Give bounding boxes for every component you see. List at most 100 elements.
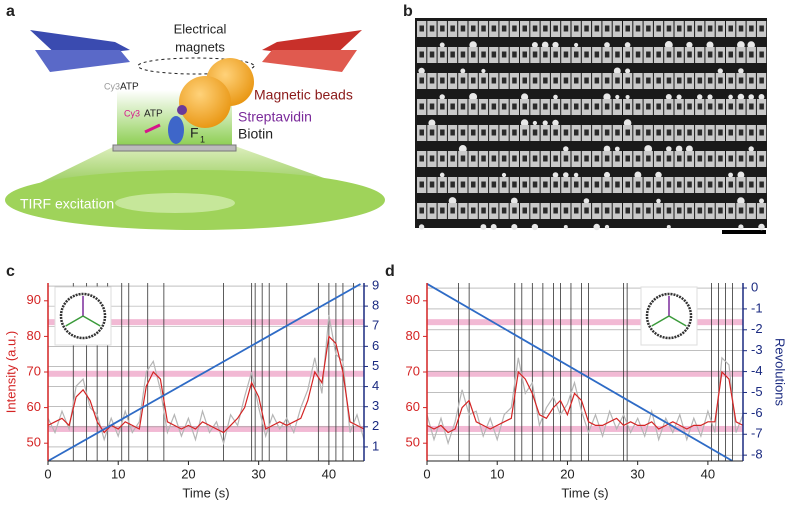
spot [520, 119, 529, 127]
x-tick-label: 0 [44, 466, 51, 481]
spot [758, 223, 765, 231]
well [429, 77, 435, 84]
well [419, 155, 424, 162]
well [625, 51, 630, 58]
spot [623, 119, 632, 127]
well [594, 129, 600, 136]
well [501, 51, 507, 58]
well [481, 155, 486, 162]
y-tick-label: 80 [27, 328, 41, 343]
well [543, 155, 548, 162]
well [707, 25, 713, 32]
well [646, 51, 651, 58]
spot [706, 41, 714, 49]
well [749, 129, 754, 136]
well [419, 207, 424, 214]
well [687, 155, 692, 162]
y2-tick-label: -5 [751, 384, 763, 399]
well [450, 77, 455, 84]
well [635, 155, 641, 162]
spot [737, 93, 745, 101]
well [625, 129, 630, 136]
spot [665, 94, 672, 100]
well [481, 77, 486, 84]
spot [439, 94, 445, 100]
scale-bar [722, 230, 766, 234]
well [604, 51, 610, 58]
well [471, 129, 476, 136]
well [697, 103, 703, 110]
well [491, 129, 497, 136]
well [471, 25, 476, 32]
well [501, 103, 507, 110]
well [460, 155, 466, 162]
spot [707, 94, 713, 100]
spot [644, 145, 653, 153]
y-tick-label: 70 [406, 363, 420, 378]
well [646, 103, 651, 110]
label: Cy3 [124, 108, 140, 118]
spot [747, 41, 755, 49]
well [512, 77, 517, 84]
band [48, 370, 364, 377]
spot [603, 93, 611, 101]
well [543, 207, 548, 214]
well [707, 77, 713, 84]
y2-tick-label: -1 [751, 300, 763, 315]
well [594, 207, 600, 214]
well [615, 103, 620, 110]
well [666, 207, 672, 214]
well [512, 207, 517, 214]
well [429, 207, 435, 214]
well [677, 77, 682, 84]
well [687, 181, 692, 188]
well [522, 181, 527, 188]
well [666, 181, 672, 188]
well [481, 51, 486, 58]
well [460, 51, 466, 58]
label: Cy3 [104, 81, 120, 91]
well [419, 103, 424, 110]
y2-tick-label: -4 [751, 363, 763, 378]
well [574, 155, 579, 162]
y2-tick-label: -8 [751, 447, 763, 462]
label: Streptavidin [238, 109, 312, 125]
well [532, 103, 538, 110]
well [707, 129, 713, 136]
well [697, 207, 703, 214]
spot [593, 223, 600, 231]
well [563, 77, 569, 84]
well [604, 155, 610, 162]
well [543, 51, 548, 58]
well [728, 51, 733, 58]
well [429, 103, 435, 110]
spot [553, 94, 558, 100]
well [532, 207, 538, 214]
spot [696, 94, 703, 100]
x-tick-label: 20 [181, 466, 195, 481]
label: Biotin [238, 126, 273, 142]
y-tick-label: 70 [27, 363, 41, 378]
well [677, 103, 682, 110]
well [738, 155, 744, 162]
well [491, 207, 497, 214]
spot [563, 146, 569, 152]
well [718, 77, 723, 84]
well [512, 181, 517, 188]
well [666, 51, 672, 58]
well [584, 103, 589, 110]
well [656, 129, 661, 136]
panel-a: a Electrical magnets Cy3 ATP Cy3 ATP Mag… [5, 3, 385, 230]
spot [604, 224, 610, 230]
well [615, 25, 620, 32]
well [584, 25, 589, 32]
well [532, 25, 538, 32]
well [707, 51, 713, 58]
well [687, 25, 692, 32]
well [491, 103, 497, 110]
well [687, 77, 692, 84]
well [707, 207, 713, 214]
well [635, 181, 641, 188]
well [522, 51, 527, 58]
well [635, 207, 641, 214]
